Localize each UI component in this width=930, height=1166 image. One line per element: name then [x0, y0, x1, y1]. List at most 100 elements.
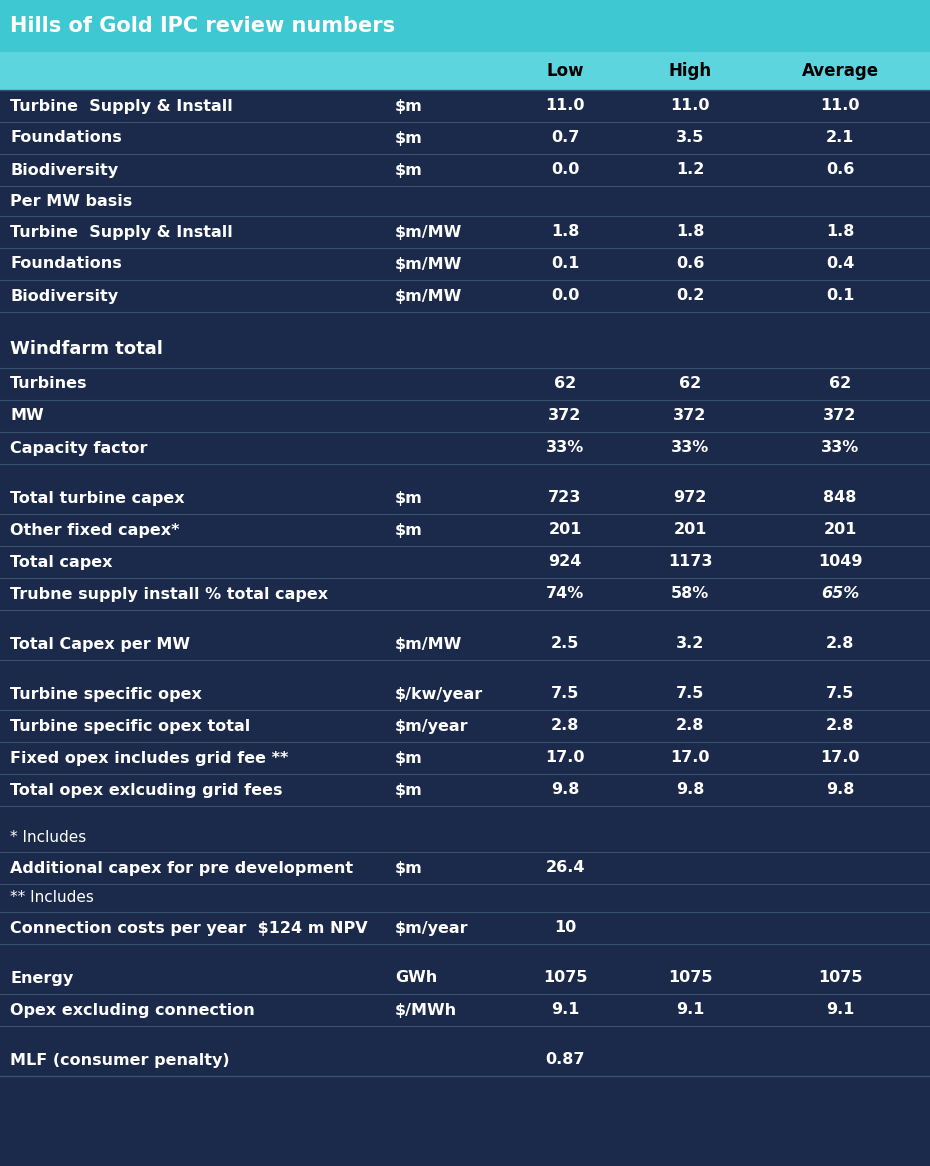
- Bar: [0, 400, 930, 431]
- Text: Windfarm total: Windfarm total: [10, 340, 163, 358]
- Text: 201: 201: [823, 522, 857, 538]
- Text: $m: $m: [395, 162, 423, 177]
- Bar: [0, 677, 930, 710]
- Bar: [0, 962, 930, 993]
- Bar: [0, 482, 930, 514]
- Text: High: High: [669, 62, 711, 80]
- Text: Fixed opex includes grid fee **: Fixed opex includes grid fee **: [10, 751, 288, 766]
- Text: 11.0: 11.0: [671, 98, 710, 113]
- Text: Biodiversity: Biodiversity: [10, 162, 118, 177]
- Text: $m/MW: $m/MW: [395, 637, 462, 652]
- Text: 2.8: 2.8: [551, 718, 579, 733]
- Text: 3.2: 3.2: [676, 637, 704, 652]
- Text: 372: 372: [549, 408, 581, 423]
- Text: 9.8: 9.8: [551, 782, 579, 798]
- Text: 924: 924: [549, 555, 581, 569]
- Text: 17.0: 17.0: [820, 751, 859, 766]
- Bar: [0, 1044, 930, 1076]
- Bar: [0, 628, 930, 660]
- Text: Hills of Gold IPC review numbers: Hills of Gold IPC review numbers: [10, 16, 395, 36]
- Text: Foundations: Foundations: [10, 257, 122, 272]
- Bar: [0, 431, 930, 464]
- Text: 723: 723: [549, 491, 581, 506]
- Text: 65%: 65%: [821, 586, 859, 602]
- Text: 33%: 33%: [671, 441, 709, 456]
- Text: $m: $m: [395, 131, 423, 146]
- Text: $m/year: $m/year: [395, 718, 469, 733]
- Text: 372: 372: [823, 408, 857, 423]
- Bar: [0, 368, 930, 400]
- Text: Foundations: Foundations: [10, 131, 122, 146]
- Text: 62: 62: [679, 377, 701, 392]
- Text: * Includes: * Includes: [10, 830, 86, 845]
- Text: 9.8: 9.8: [826, 782, 854, 798]
- Text: 0.0: 0.0: [551, 288, 579, 303]
- Text: Turbine  Supply & Install: Turbine Supply & Install: [10, 98, 232, 113]
- Text: $m: $m: [395, 491, 423, 506]
- Text: 0.6: 0.6: [676, 257, 704, 272]
- Text: ** Includes: ** Includes: [10, 891, 94, 906]
- Text: Total Capex per MW: Total Capex per MW: [10, 637, 190, 652]
- Bar: [0, 154, 930, 187]
- Bar: [0, 852, 930, 884]
- Bar: [0, 742, 930, 774]
- Bar: [0, 993, 930, 1026]
- Text: 7.5: 7.5: [551, 687, 579, 702]
- Text: 9.1: 9.1: [826, 1003, 854, 1018]
- Text: 0.0: 0.0: [551, 162, 579, 177]
- Bar: [0, 0, 930, 52]
- Text: 1075: 1075: [668, 970, 712, 985]
- Text: 2.8: 2.8: [676, 718, 704, 733]
- Text: 9.1: 9.1: [676, 1003, 704, 1018]
- Text: Per MW basis: Per MW basis: [10, 194, 132, 209]
- Bar: [0, 806, 930, 824]
- Bar: [0, 884, 930, 912]
- Text: Total opex exlcuding grid fees: Total opex exlcuding grid fees: [10, 782, 283, 798]
- Text: 0.1: 0.1: [551, 257, 579, 272]
- Text: 10: 10: [554, 920, 576, 935]
- Bar: [0, 546, 930, 578]
- Text: Turbine specific opex: Turbine specific opex: [10, 687, 202, 702]
- Text: 11.0: 11.0: [820, 98, 859, 113]
- Text: 201: 201: [549, 522, 581, 538]
- Text: 62: 62: [829, 377, 851, 392]
- Bar: [0, 578, 930, 610]
- Text: $/MWh: $/MWh: [395, 1003, 458, 1018]
- Text: Other fixed capex*: Other fixed capex*: [10, 522, 179, 538]
- Text: 58%: 58%: [671, 586, 709, 602]
- Text: 1.2: 1.2: [676, 162, 704, 177]
- Text: $m: $m: [395, 751, 423, 766]
- Bar: [0, 660, 930, 677]
- Text: Additional capex for pre development: Additional capex for pre development: [10, 861, 353, 876]
- Text: 2.8: 2.8: [826, 718, 854, 733]
- Text: 2.1: 2.1: [826, 131, 854, 146]
- Text: MLF (consumer penalty): MLF (consumer penalty): [10, 1053, 230, 1068]
- Bar: [0, 912, 930, 944]
- Text: 201: 201: [673, 522, 707, 538]
- Bar: [0, 774, 930, 806]
- Bar: [0, 710, 930, 742]
- Text: 3.5: 3.5: [676, 131, 704, 146]
- Text: 9.8: 9.8: [676, 782, 704, 798]
- Bar: [0, 824, 930, 852]
- Text: Turbine  Supply & Install: Turbine Supply & Install: [10, 225, 232, 239]
- Text: 26.4: 26.4: [545, 861, 585, 876]
- Text: Connection costs per year  $124 m NPV: Connection costs per year $124 m NPV: [10, 920, 367, 935]
- Text: 74%: 74%: [546, 586, 584, 602]
- Text: 1.8: 1.8: [676, 225, 704, 239]
- Text: Opex excluding connection: Opex excluding connection: [10, 1003, 255, 1018]
- Bar: [0, 1026, 930, 1044]
- Text: Turbine specific opex total: Turbine specific opex total: [10, 718, 250, 733]
- Text: 9.1: 9.1: [551, 1003, 579, 1018]
- Bar: [0, 52, 930, 90]
- Bar: [0, 187, 930, 216]
- Text: Average: Average: [802, 62, 879, 80]
- Text: Trubne supply install % total capex: Trubne supply install % total capex: [10, 586, 328, 602]
- Text: 372: 372: [673, 408, 707, 423]
- Text: 33%: 33%: [821, 441, 859, 456]
- Text: 11.0: 11.0: [545, 98, 585, 113]
- Bar: [0, 280, 930, 312]
- Text: 1075: 1075: [817, 970, 862, 985]
- Bar: [0, 944, 930, 962]
- Text: 1075: 1075: [543, 970, 587, 985]
